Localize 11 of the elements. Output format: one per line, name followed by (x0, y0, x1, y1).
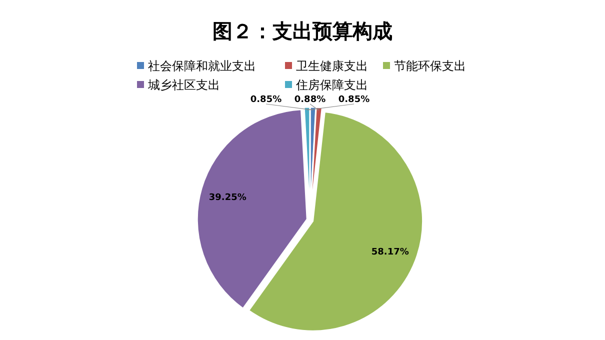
legend-label: 住房保障支出 (295, 78, 368, 92)
data-label: 0.85% (338, 95, 370, 105)
chart-title: 图２：支出预算构成 (212, 19, 392, 43)
legend-label: 城乡社区支出 (147, 78, 220, 92)
legend-label: 社会保障和就业支出 (148, 59, 256, 73)
data-label: 39.25% (208, 192, 246, 203)
data-label: 0.85% (250, 95, 282, 105)
legend-label: 卫生健康支出 (296, 59, 368, 73)
data-label: 58.17% (371, 248, 409, 258)
data-label: 0.88% (294, 95, 326, 105)
legend-label: 节能环保支出 (394, 59, 466, 73)
